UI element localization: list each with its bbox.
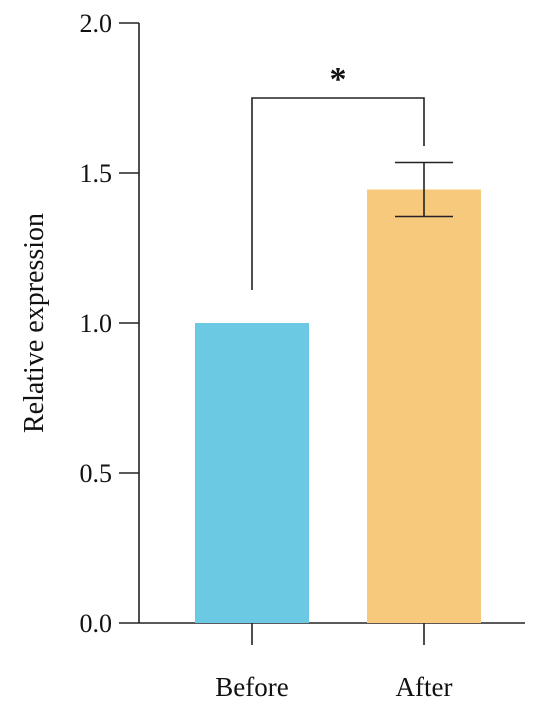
y-tick-label: 1.5 <box>80 159 113 188</box>
significance-star: * <box>330 61 347 98</box>
y-axis-title: Relative expression <box>19 213 50 433</box>
y-tick-label: 1.0 <box>80 309 113 338</box>
y-tick-label: 0.0 <box>80 609 113 638</box>
significance-bracket <box>251 97 425 290</box>
error-bar-after <box>395 161 453 218</box>
x-tick-label-after: After <box>396 672 453 702</box>
y-tick-label: 2.0 <box>80 9 113 38</box>
bar-after <box>367 189 481 623</box>
significance-annotation: * <box>251 61 425 290</box>
bars <box>195 161 481 623</box>
y-tick-label: 0.5 <box>80 459 113 488</box>
y-ticks: 0.0 0.5 1.0 1.5 2.0 <box>80 9 139 638</box>
bar-before <box>195 323 309 623</box>
x-ticks: Before After <box>215 623 452 702</box>
x-tick-label-before: Before <box>215 672 288 702</box>
